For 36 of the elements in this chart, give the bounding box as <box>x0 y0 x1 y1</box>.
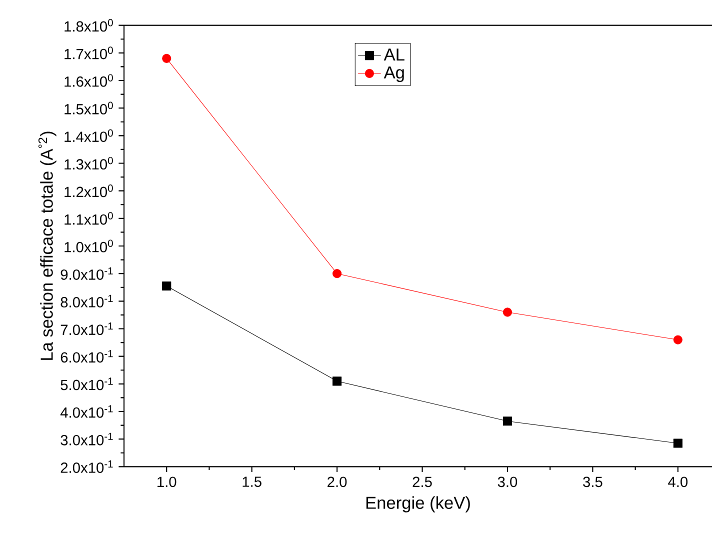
x-tick-label: 2.0 <box>328 476 347 488</box>
y-tick-label: 1.3x10$^{0}$ <box>64 156 113 170</box>
x-tick-label: 1.5 <box>242 476 262 487</box>
y-tick-label: 3.0x10$^{-1}$ <box>60 432 113 446</box>
y-tick-label: 8.0x10$^{-1}$ <box>60 294 113 308</box>
point <box>502 416 512 426</box>
y-tick-label: 1.6x10$^{0}$ <box>64 74 113 87</box>
x-tick-label: 3.0 <box>498 476 518 488</box>
y-tick-label: 7.0x10$^{-1}$ <box>60 322 113 336</box>
y-tick-label: 4.0x10$^{-1}$ <box>60 405 113 418</box>
x-tick-label: 4.0 <box>668 476 688 488</box>
y-tick-label: 1.1x10$^{0}$ <box>64 212 113 225</box>
y-tick-label: 1.7x10$^{0}$ <box>64 46 113 60</box>
point <box>673 335 682 344</box>
point <box>162 54 172 63</box>
x-tick-label: 1.0 <box>158 476 176 488</box>
x-tick-label: 3.5 <box>583 476 602 488</box>
y-tick-label: 1.2x10$^{0}$ <box>64 184 113 198</box>
y-tick-label: 1.4x10$^{0}$ <box>64 129 113 142</box>
point <box>332 376 342 386</box>
x-axis-title: Energie (keV) <box>366 496 470 512</box>
point <box>673 438 682 448</box>
y-tick-label: 5.0x10$^{-1}$ <box>60 378 113 390</box>
legend-label: AL <box>384 48 404 61</box>
point <box>332 269 342 278</box>
point <box>162 281 172 291</box>
y-tick-label: 1.8x10$^{0}$ <box>64 19 113 32</box>
legend-label: Ag <box>384 66 404 82</box>
x-tick-label: 2.5 <box>412 476 432 488</box>
point <box>502 308 512 317</box>
y-tick-label: 2.0x10$^{-1}$ <box>60 460 113 473</box>
y-axis-title: La section efficace totale (A$^{°2}$) <box>38 132 56 360</box>
y-tick-label: 1.0x10$^{0}$ <box>64 240 113 252</box>
y-tick-label: 9.0x10$^{-1}$ <box>60 267 113 280</box>
y-tick-label: 6.0x10$^{-1}$ <box>60 350 113 363</box>
y-tick-label: 1.5x10$^{0}$ <box>64 102 113 114</box>
